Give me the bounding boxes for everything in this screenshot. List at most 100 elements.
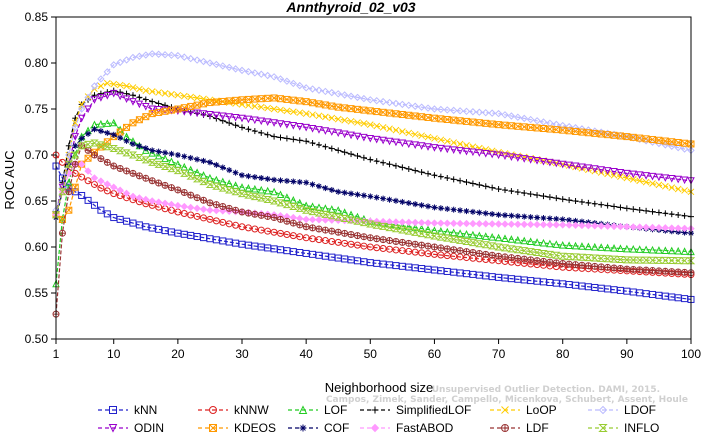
data-point-inflo xyxy=(148,158,157,166)
data-point-odin xyxy=(276,120,285,128)
data-point-simplifiedlof xyxy=(675,211,682,218)
data-point-kdeos xyxy=(123,123,131,131)
series-line-lof xyxy=(55,122,692,284)
data-point-inflo xyxy=(552,251,561,259)
data-point-inflo xyxy=(301,206,311,214)
data-point-ldof xyxy=(186,54,195,63)
data-point-ldf xyxy=(161,181,169,189)
data-point-simplifiedlof xyxy=(508,188,515,195)
data-point-inflo xyxy=(173,167,183,175)
legend-marker xyxy=(209,406,217,414)
data-point-cof xyxy=(437,205,444,212)
data-point-cof xyxy=(399,198,406,205)
data-point-ldof xyxy=(174,51,182,60)
data-point-odin xyxy=(603,167,612,175)
data-point-ldof xyxy=(270,73,278,81)
data-point-knnw xyxy=(315,236,323,244)
data-point-loop xyxy=(161,90,169,97)
data-point-odin xyxy=(494,151,503,160)
data-point-inflo xyxy=(83,140,93,148)
series-simplifiedlof xyxy=(53,87,694,220)
data-point-fastabod xyxy=(520,220,528,229)
data-point-ldf xyxy=(129,169,137,177)
data-point-cof xyxy=(367,193,374,200)
data-point-ldf xyxy=(180,189,188,197)
data-point-ldof xyxy=(289,79,298,88)
data-point-ldf xyxy=(283,217,291,225)
data-point-fastabod xyxy=(167,200,176,209)
data-point-loop xyxy=(103,79,111,87)
data-point-lof xyxy=(244,184,253,192)
data-point-lof xyxy=(154,151,163,160)
y-tick-label: 0.70 xyxy=(25,148,49,162)
data-point-ldf xyxy=(604,263,612,271)
data-point-ldf xyxy=(167,184,175,192)
data-point-simplifiedlof xyxy=(437,173,444,180)
data-point-inflo xyxy=(276,199,285,207)
data-point-cof xyxy=(418,202,425,209)
data-point-ldf xyxy=(616,265,624,273)
data-point-simplifiedlof xyxy=(155,100,162,107)
data-point-simplifiedlof xyxy=(469,180,476,187)
data-point-ldf xyxy=(341,229,349,237)
data-point-ldof xyxy=(552,120,561,129)
data-point-knnw xyxy=(341,239,349,247)
data-point-ldf xyxy=(232,206,240,214)
data-point-inflo xyxy=(366,220,375,228)
data-point-ldof xyxy=(430,105,439,113)
data-point-knnw xyxy=(206,215,214,223)
data-point-inflo xyxy=(103,143,112,151)
data-point-ldof xyxy=(507,112,516,120)
data-point-cof xyxy=(495,211,502,218)
series-knnw xyxy=(52,151,695,279)
data-point-odin xyxy=(212,111,221,120)
data-point-odin xyxy=(244,115,253,124)
data-point-ldof xyxy=(193,56,201,64)
x-tick-label: 30 xyxy=(235,347,249,361)
data-point-odin xyxy=(411,141,420,149)
data-point-fastabod xyxy=(296,214,304,223)
data-point-knnw xyxy=(302,234,310,242)
data-point-ldof xyxy=(302,84,310,92)
data-point-cof xyxy=(162,149,169,156)
data-point-fastabod xyxy=(552,221,561,229)
data-point-fastabod xyxy=(603,222,612,230)
data-point-inflo xyxy=(385,224,394,232)
data-point-knnw xyxy=(219,218,227,226)
data-point-ldof xyxy=(276,75,285,83)
data-point-cof xyxy=(553,215,560,222)
data-point-loop xyxy=(251,102,259,110)
data-point-odin xyxy=(584,164,593,172)
data-point-loop xyxy=(148,88,156,95)
data-point-ldf xyxy=(296,221,304,229)
data-point-ldof xyxy=(219,62,227,70)
data-point-odin xyxy=(443,145,452,154)
data-point-fastabod xyxy=(372,217,381,226)
data-point-fastabod xyxy=(180,202,188,211)
data-point-simplifiedlof xyxy=(476,181,483,188)
data-point-lof xyxy=(558,241,567,249)
data-point-fastabod xyxy=(212,206,221,215)
data-point-odin xyxy=(308,125,317,133)
data-point-ldof xyxy=(462,107,471,116)
data-point-simplifiedlof xyxy=(367,156,374,163)
data-point-simplifiedlof xyxy=(97,90,104,97)
data-point-ldf xyxy=(655,267,663,275)
data-point-lof xyxy=(648,245,657,254)
data-point-odin xyxy=(225,113,233,121)
data-point-fastabod xyxy=(623,223,631,231)
data-point-inflo xyxy=(180,169,189,177)
data-point-ldf xyxy=(668,268,676,276)
data-point-ldf xyxy=(392,237,400,245)
data-point-ldf xyxy=(270,214,278,222)
data-point-loop xyxy=(649,180,656,187)
data-point-fastabod xyxy=(526,220,535,229)
data-point-odin xyxy=(546,158,554,167)
data-point-fastabod xyxy=(501,220,509,228)
legend-item-loop: LoOP xyxy=(490,403,557,417)
series-odin xyxy=(52,89,695,219)
data-point-ldof xyxy=(469,108,477,116)
data-point-loop xyxy=(129,84,137,91)
data-point-fastabod xyxy=(655,223,663,232)
data-point-inflo xyxy=(353,217,362,225)
